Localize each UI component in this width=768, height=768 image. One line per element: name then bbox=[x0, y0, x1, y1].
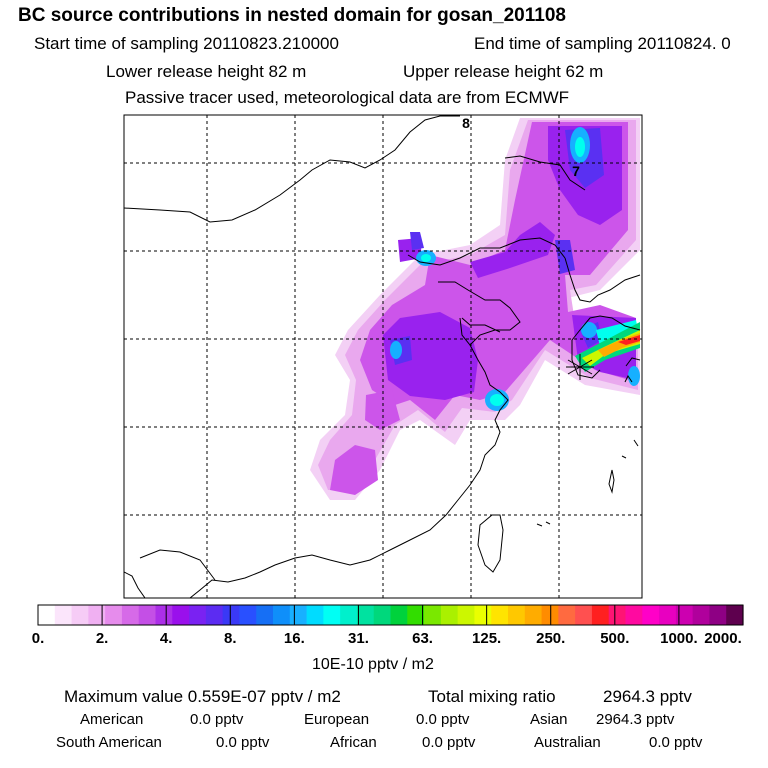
total-mixing-value: 2964.3 pptv bbox=[603, 687, 692, 706]
colorbar-swatch bbox=[205, 605, 224, 625]
upper-height-label: Upper release height 62 m bbox=[403, 62, 604, 81]
colorbar-swatch bbox=[105, 605, 123, 625]
colorbar-swatch bbox=[642, 605, 660, 625]
receptor-marker bbox=[566, 354, 594, 380]
colorbar-swatch bbox=[390, 605, 408, 625]
colorbar-swatch bbox=[424, 605, 442, 625]
colorbar-swatch bbox=[726, 605, 744, 625]
colorbar-swatch bbox=[625, 605, 643, 625]
colorbar-swatch bbox=[121, 605, 140, 625]
concentration-field bbox=[310, 118, 640, 500]
lat-lon-grid bbox=[124, 115, 642, 598]
colorbar-swatch bbox=[675, 605, 694, 625]
total-mixing-label: Total mixing ratio bbox=[428, 687, 556, 706]
colorbar-swatch bbox=[273, 605, 291, 625]
region-name-australian: Australian bbox=[534, 734, 601, 751]
colorbar-tick-label: 125. bbox=[472, 630, 501, 647]
colorbar-swatch bbox=[524, 605, 543, 625]
plot-title: BC source contributions in nested domain… bbox=[18, 5, 566, 26]
colorbar-swatch bbox=[155, 605, 173, 625]
colorbar-swatch bbox=[54, 605, 73, 625]
colorbar-swatch bbox=[575, 605, 593, 625]
region-value-european: 0.0 pptv bbox=[416, 711, 470, 728]
region-name-south-american: South American bbox=[56, 734, 162, 751]
colorbar-swatch bbox=[558, 605, 576, 625]
colorbar-swatch bbox=[591, 605, 610, 625]
colorbar-swatch bbox=[256, 605, 274, 625]
colorbar-swatch bbox=[356, 605, 375, 625]
start-time-label: Start time of sampling 20110823.210000 bbox=[34, 34, 339, 53]
region-name-european: European bbox=[304, 711, 370, 728]
colorbar-swatch bbox=[239, 605, 257, 625]
max-value-label: Maximum value 0.559E-07 pptv / m2 bbox=[64, 687, 341, 706]
colorbar-swatch bbox=[440, 605, 459, 625]
region-name-american: American bbox=[80, 711, 144, 728]
colorbar-unit-label: 10E-10 pptv / m2 bbox=[312, 656, 434, 673]
colorbar-swatch bbox=[306, 605, 324, 625]
colorbar-swatch bbox=[373, 605, 392, 625]
colorbar-swatch bbox=[407, 605, 425, 625]
end-time-label: End time of sampling 20110824. 0 bbox=[474, 34, 731, 53]
colorbar-tick-label: 4. bbox=[160, 630, 173, 647]
region-value-asian: 2964.3 pptv bbox=[596, 711, 675, 728]
colorbar-tick-label: 16. bbox=[284, 630, 305, 647]
colorbar-swatch bbox=[71, 605, 89, 625]
colorbar-swatch bbox=[189, 605, 207, 625]
colorbar-tick-label: 63. bbox=[412, 630, 433, 647]
colorbar-tick-label: 500. bbox=[600, 630, 629, 647]
colorbar-swatch bbox=[88, 605, 106, 625]
colorbar-swatch bbox=[222, 605, 241, 625]
grid-label-8: 8 bbox=[462, 115, 470, 131]
colorbar-swatch bbox=[138, 605, 157, 625]
colorbar-tick-label: 250. bbox=[536, 630, 565, 647]
colorbar-tick-label: 2000. bbox=[704, 630, 742, 647]
tracer-label: Passive tracer used, meteorological data… bbox=[125, 88, 570, 107]
colorbar-swatch bbox=[508, 605, 526, 625]
colorbar-swatch bbox=[659, 605, 677, 625]
colorbar-swatch bbox=[608, 605, 627, 625]
colorbar-swatch bbox=[38, 605, 56, 625]
colorbar-swatch bbox=[289, 605, 308, 625]
colorbar-swatch bbox=[474, 605, 492, 625]
colorbar-tick-label: 1000. bbox=[660, 630, 698, 647]
colorbar-tick-label: 2. bbox=[96, 630, 109, 647]
colorbar-swatch bbox=[491, 605, 509, 625]
colorbar-tick-label: 0. bbox=[32, 630, 45, 647]
region-value-african: 0.0 pptv bbox=[422, 734, 476, 751]
colorbar-swatch bbox=[172, 605, 190, 625]
region-value-south-american: 0.0 pptv bbox=[216, 734, 270, 751]
colorbar-tick-label: 31. bbox=[348, 630, 369, 647]
colorbar-tick-label: 8. bbox=[224, 630, 237, 647]
region-value-australian: 0.0 pptv bbox=[649, 734, 703, 751]
colorbar: 0. 2. 4. 8. 16. 31. 63. 125. 250. 500. 1000. 2000. bbox=[32, 604, 744, 647]
grid-label-7: 7 bbox=[572, 163, 580, 179]
colorbar-swatch bbox=[323, 605, 341, 625]
colorbar-swatch bbox=[709, 605, 727, 625]
region-name-asian: Asian bbox=[530, 711, 568, 728]
colorbar-swatch bbox=[457, 605, 476, 625]
region-value-american: 0.0 pptv bbox=[190, 711, 244, 728]
map-frame bbox=[123, 114, 643, 599]
lower-height-label: Lower release height 82 m bbox=[106, 62, 307, 81]
colorbar-swatch bbox=[340, 605, 358, 625]
coastlines bbox=[124, 115, 641, 598]
region-name-african: African bbox=[330, 734, 377, 751]
colorbar-swatch bbox=[692, 605, 711, 625]
